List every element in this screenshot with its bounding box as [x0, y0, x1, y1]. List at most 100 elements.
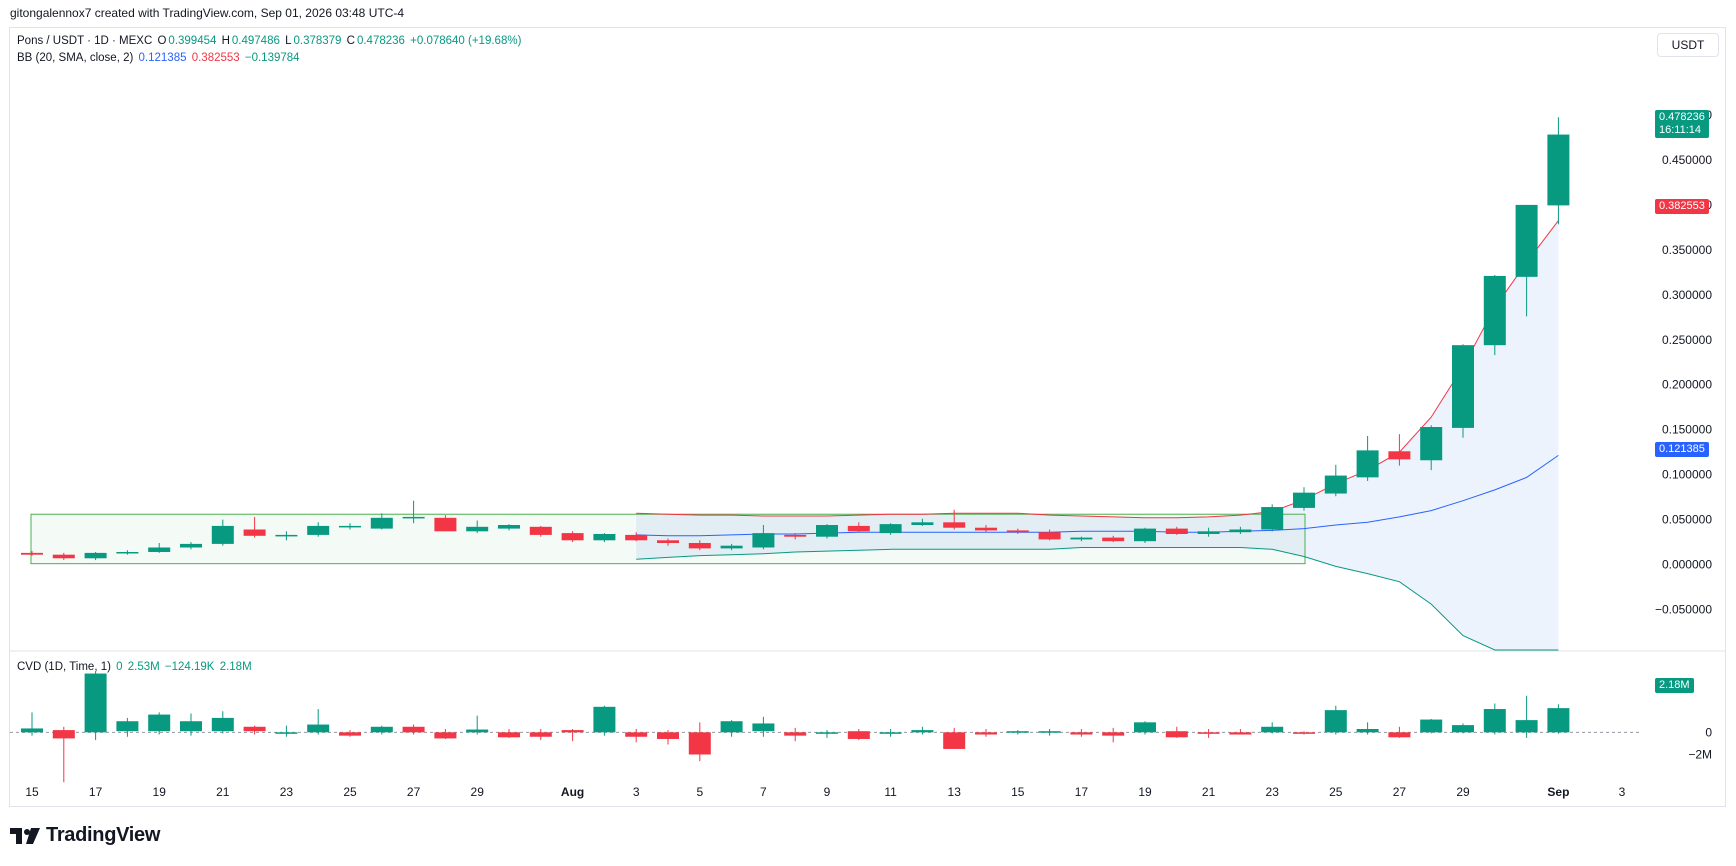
- price-axis-label: 0.100000: [1662, 468, 1712, 482]
- price-axis-label: 0.000000: [1662, 558, 1712, 572]
- cvd-bar: [307, 709, 330, 735]
- cvd-value-2: 2.53M: [127, 661, 160, 673]
- candle: [148, 542, 171, 553]
- time-axis-label: 15: [25, 785, 39, 799]
- candle: [1547, 117, 1570, 225]
- candle-body: [943, 522, 966, 528]
- candle: [943, 509, 966, 530]
- cvd-bar: [402, 724, 425, 735]
- cvd-body: [816, 732, 838, 734]
- candle-body: [466, 526, 489, 532]
- cvd-bar: [1165, 726, 1188, 738]
- cvd-bar: [1006, 730, 1029, 735]
- candle-body: [1483, 275, 1506, 346]
- candle: [593, 533, 616, 543]
- cvd-body: [434, 732, 457, 739]
- cvd-bar: [847, 728, 870, 741]
- candle-body: [752, 533, 775, 548]
- candle-body: [1006, 530, 1029, 533]
- candle-body: [1070, 537, 1093, 540]
- cvd-body: [275, 732, 298, 734]
- open-label: O: [157, 35, 167, 47]
- candle: [402, 500, 425, 524]
- time-axis-label: 17: [1075, 785, 1089, 799]
- change-value: +0.078640 (+19.68%): [410, 35, 522, 47]
- time-axis-label: 13: [948, 785, 962, 799]
- cvd-bar: [339, 730, 361, 737]
- candle-body: [275, 534, 298, 537]
- cvd-bar: [1483, 703, 1506, 735]
- price-legend[interactable]: Pons / USDT · 1D · MEXC O 0.399454 H 0.497…: [17, 35, 523, 47]
- cvd-value-3: −124.19K: [164, 661, 215, 673]
- cvd-bar: [1261, 722, 1284, 734]
- bollinger-lines: [636, 220, 1559, 651]
- time-axis-label: 19: [1138, 785, 1152, 799]
- cvd-body: [1356, 728, 1379, 733]
- candle: [625, 532, 648, 542]
- bb-label[interactable]: BB (20, SMA, close, 2): [17, 52, 134, 64]
- candle: [688, 540, 711, 551]
- candle: [1483, 275, 1506, 356]
- cvd-body: [1102, 732, 1125, 736]
- time-axis-label: 29: [1456, 785, 1470, 799]
- candle-body: [975, 527, 997, 531]
- cvd-bar: [116, 717, 139, 737]
- candle-body: [498, 525, 520, 529]
- candle-body: [21, 552, 43, 555]
- candle-body: [593, 534, 616, 541]
- cvd-label[interactable]: CVD (1D, Time, 1): [17, 661, 111, 673]
- cvd-bar: [752, 716, 775, 737]
- cvd-bar: [1229, 728, 1252, 735]
- candle-body: [148, 547, 171, 552]
- candle: [1420, 425, 1443, 471]
- symbol-label[interactable]: Pons / USDT · 1D · MEXC: [17, 35, 153, 47]
- cvd-body: [1293, 732, 1315, 734]
- candle-body: [784, 534, 807, 537]
- candle: [1388, 434, 1411, 466]
- candle-body: [1165, 528, 1188, 535]
- credit-line: gitongalennox7 created with TradingView.…: [10, 6, 405, 20]
- cvd-legend[interactable]: CVD (1D, Time, 1) 0 2.53M −124.19K 2.18M: [17, 661, 254, 673]
- candle-body: [180, 543, 202, 548]
- currency-button[interactable]: USDT: [1657, 33, 1719, 57]
- candle: [21, 551, 43, 556]
- cvd-bar: [370, 725, 393, 735]
- candle-body: [402, 516, 425, 519]
- time-axis-label: 25: [343, 785, 357, 799]
- cvd-bar: [148, 712, 171, 735]
- bb-legend[interactable]: BB (20, SMA, close, 2) 0.121385 0.382553…: [17, 52, 302, 64]
- high-label: H: [221, 35, 230, 47]
- countdown-value: 16:11:14: [1659, 124, 1702, 136]
- price-axis-label: 0.200000: [1662, 378, 1712, 392]
- cvd-bar: [1134, 721, 1156, 735]
- price-candles: [21, 117, 1570, 561]
- cvd-body: [1006, 731, 1029, 733]
- price-axis-label: 0.300000: [1662, 288, 1712, 302]
- bb-upper-tag: 0.382553: [1655, 199, 1709, 214]
- close-label: C: [346, 35, 355, 47]
- candle: [657, 538, 679, 546]
- tradingview-logo[interactable]: TradingView: [10, 824, 160, 847]
- time-axis-label: 25: [1329, 785, 1343, 799]
- time-axis-label: 23: [280, 785, 294, 799]
- candle: [370, 513, 393, 530]
- cvd-body: [879, 732, 902, 734]
- cvd-body: [784, 732, 807, 736]
- cvd-body: [625, 732, 648, 737]
- time-axis-label: 15: [1011, 785, 1025, 799]
- candle: [466, 520, 489, 534]
- bb-lower-value: −0.139784: [244, 52, 300, 64]
- cvd-axis-label: 0: [1705, 725, 1712, 739]
- candle: [816, 524, 838, 539]
- candle: [1324, 464, 1347, 497]
- candle: [1102, 535, 1125, 543]
- cvd-body: [52, 730, 75, 739]
- candle: [1006, 528, 1029, 535]
- cvd-axis-label: −2M: [1688, 747, 1712, 761]
- cvd-body: [1134, 722, 1156, 733]
- price-axis-label: 0.350000: [1662, 243, 1712, 257]
- cvd-body: [339, 732, 361, 736]
- candle: [1197, 527, 1220, 537]
- band-fill-area: [636, 220, 1559, 650]
